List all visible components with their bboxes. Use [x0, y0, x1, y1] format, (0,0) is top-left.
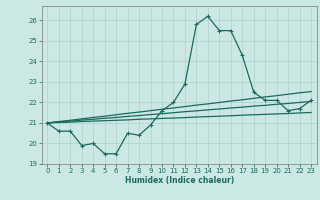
X-axis label: Humidex (Indice chaleur): Humidex (Indice chaleur) [124, 176, 234, 185]
